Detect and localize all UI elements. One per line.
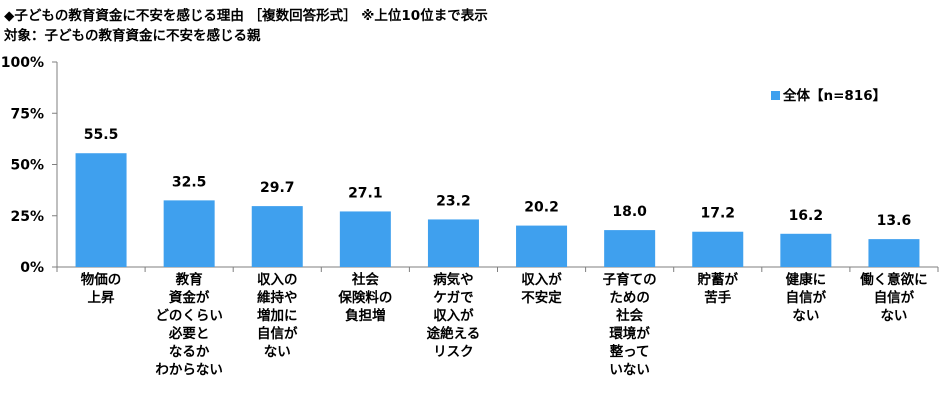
y-tick-label: 100%: [1, 55, 44, 71]
data-label: 23.2: [436, 193, 471, 209]
category-label: 物価の上昇: [81, 271, 122, 306]
category-label: 教育資金がどのくらい必要となるかわからない: [155, 271, 223, 378]
category-label: 収入の維持や増加に自信がない: [257, 272, 298, 360]
category-label: 社会保険料の負担増: [337, 271, 392, 324]
data-label: 18.0: [612, 204, 647, 220]
data-label: 17.2: [700, 206, 735, 222]
y-axis-labels: 100% 75% 50% 25% 0%: [1, 55, 44, 276]
data-label: 27.1: [348, 185, 383, 201]
category-label: 収入が不安定: [521, 271, 562, 306]
category-label: 貯蓄が苦手: [698, 271, 739, 306]
legend: 全体【n=816】: [771, 87, 886, 104]
category-labels: 物価の上昇教育資金がどのくらい必要となるかわからない収入の維持や増加に自信がない…: [81, 271, 928, 378]
category-label: 子育てのための社会環境が整っていない: [603, 271, 657, 378]
data-label: 55.5: [84, 127, 119, 143]
category-label: 働く意欲に自信がない: [859, 271, 928, 324]
bar: [692, 231, 744, 267]
legend-swatch: [771, 91, 780, 100]
bar: [163, 200, 215, 267]
category-label: 健康に自信がない: [786, 271, 827, 324]
y-tick-label: 75%: [10, 106, 44, 122]
bar: [339, 211, 391, 267]
bar: [75, 153, 127, 267]
bar: [604, 230, 656, 267]
data-label: 29.7: [260, 180, 295, 196]
data-label: 13.6: [877, 213, 912, 229]
category-label: 病気やケガで収入が途絶えるリスク: [427, 271, 481, 360]
chart-title: ◆子どもの教育資金に不安を感じる理由 ［複数回答形式］ ※上位10位まで表示: [4, 8, 488, 24]
bar: [427, 219, 479, 267]
bars: [75, 153, 920, 267]
data-label: 20.2: [524, 200, 559, 216]
bar: [251, 206, 303, 267]
bar: [516, 225, 568, 267]
data-label: 16.2: [789, 208, 824, 224]
bar: [780, 233, 832, 267]
bar: [868, 239, 920, 267]
value-labels: 55.5 32.5 29.7 27.1 23.2 20.2 18.0 17.2 16.2 13.6: [84, 127, 911, 229]
data-label: 32.5: [172, 174, 207, 190]
chart-subtitle: 対象：子どもの教育資金に不安を感じる親: [4, 28, 261, 44]
y-tick-label: 25%: [10, 209, 44, 225]
y-tick-label: 0%: [20, 260, 44, 276]
y-tick-label: 50%: [10, 158, 44, 174]
legend-label: 全体【n=816】: [782, 87, 886, 104]
